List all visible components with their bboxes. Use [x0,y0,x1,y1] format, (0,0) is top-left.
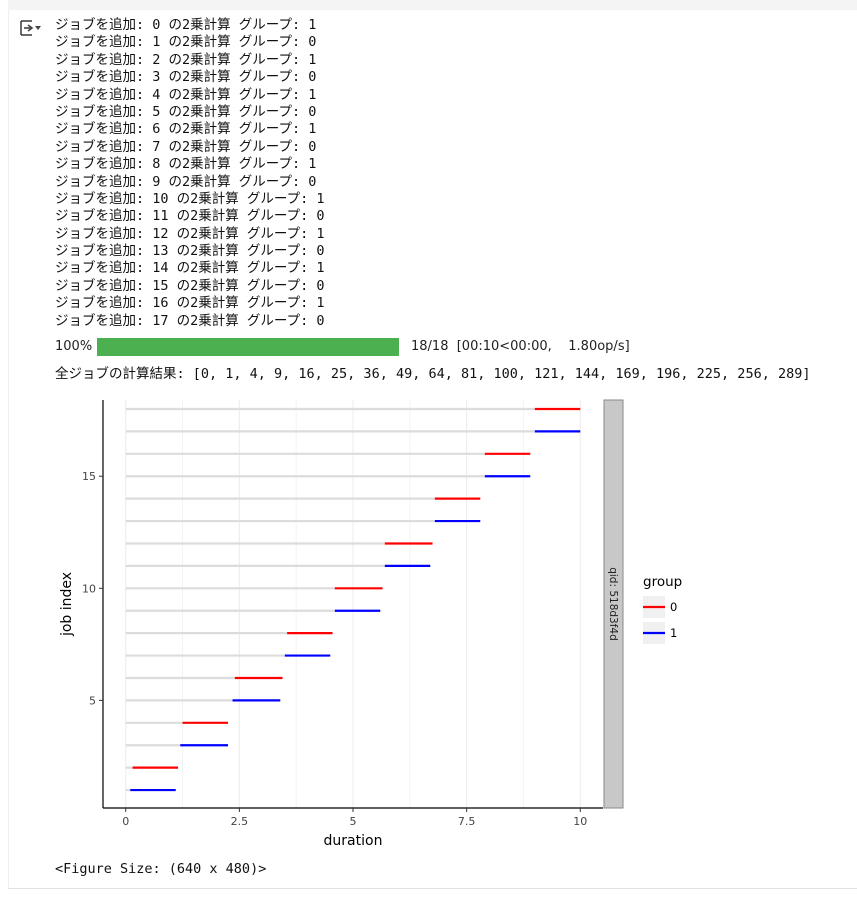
x-tick-label: 5 [350,815,357,828]
legend-entry-label: 1 [670,626,677,640]
facet-strip-label: qid: 518d3f4d [607,567,619,641]
notebook-output-cell [8,10,857,889]
log-line: ジョブを追加: 15 の2乗計算 グループ: 0 [55,277,325,294]
x-tick-label: 7.5 [458,815,476,828]
legend-entry-label: 0 [670,600,677,614]
progress-stats: 18/18 [00:10<00:00, 1.80op/s] [411,339,630,354]
log-line: ジョブを追加: 16 の2乗計算 グループ: 1 [55,295,325,312]
x-axis-title: duration [324,833,383,849]
log-line: ジョブを追加: 8 の2乗計算 グループ: 1 [55,156,317,173]
log-line: ジョブを追加: 5 の2乗計算 グループ: 0 [55,103,317,120]
figure-size-text: <Figure Size: (640 x 480)> [55,861,267,877]
progress-bar-fill [97,338,399,356]
output-toggle-icon[interactable] [18,18,42,38]
x-tick-label: 10 [573,815,587,828]
progress-percent: 100% [55,339,93,354]
y-tick-label: 15 [82,470,96,483]
progress-bar [97,338,399,356]
y-tick-label: 10 [82,582,96,595]
log-line: ジョブを追加: 0 の2乗計算 グループ: 1 [55,17,317,33]
cell-top-bar [8,0,857,10]
log-line: ジョブを追加: 2 の2乗計算 グループ: 1 [55,51,317,68]
x-tick-label: 0 [122,815,129,828]
log-line: ジョブを追加: 12 の2乗計算 グループ: 1 [55,225,325,242]
log-line: ジョブを追加: 4 の2乗計算 グループ: 1 [55,86,317,103]
log-line: ジョブを追加: 6 の2乗計算 グループ: 1 [55,121,317,138]
legend-title: group [643,574,682,590]
log-line: ジョブを追加: 7 の2乗計算 グループ: 0 [55,138,317,155]
log-line: ジョブを追加: 14 の2乗計算 グループ: 1 [55,260,325,277]
progress-row: 100% 18/18 [00:10<00:00, 1.80op/s] [55,337,835,357]
log-line: ジョブを追加: 13 の2乗計算 グループ: 0 [55,243,325,260]
log-line: ジョブを追加: 17 の2乗計算 グループ: 0 [55,312,325,329]
log-line: ジョブを追加: 1 の2乗計算 グループ: 0 [55,34,317,51]
log-line: ジョブを追加: 3 の2乗計算 グループ: 0 [55,69,317,86]
x-tick-label: 2.5 [231,815,249,828]
y-axis-title: job index [59,572,75,637]
y-tick-label: 5 [89,694,96,707]
facet-strip [603,399,624,809]
result-line: 全ジョブの計算結果: [0, 1, 4, 9, 16, 25, 36, 49, … [55,366,811,382]
log-line: ジョブを追加: 10 の2乗計算 グループ: 1 [55,190,325,207]
log-line: ジョブを追加: 9 の2乗計算 グループ: 0 [55,173,317,190]
log-line: ジョブを追加: 11 の2乗計算 グループ: 0 [55,208,325,225]
job-log: ジョブを追加: 0 の2乗計算 グループ: 1 ジョブを追加: 1 の2乗計算 グ… [55,17,324,330]
